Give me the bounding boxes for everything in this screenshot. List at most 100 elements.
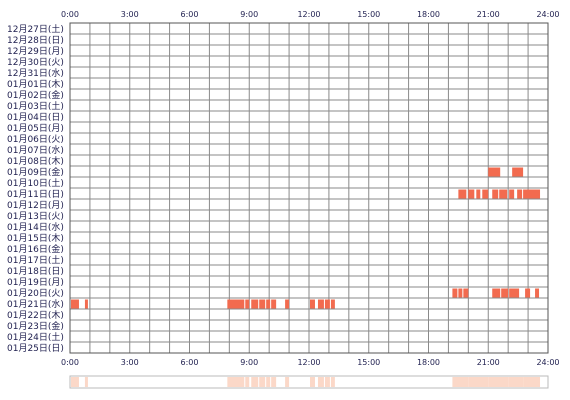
day-label: 01月11日(日) — [7, 189, 64, 200]
tick-label-top: 6:00 — [181, 10, 199, 19]
day-labels: 12月27日(土)12月28日(日)12月29日(月)12月30日(火)12月3… — [7, 23, 64, 354]
day-label: 01月02日(金) — [7, 89, 64, 101]
activity-bar — [492, 189, 499, 199]
day-label: 01月24日(土) — [7, 331, 64, 343]
day-label: 01月17日(土) — [7, 254, 64, 266]
activity-bar — [458, 288, 463, 298]
activity-bar — [245, 299, 250, 309]
summary-segment — [488, 377, 509, 387]
summary-segment — [251, 377, 259, 387]
summary-segment — [84, 377, 88, 387]
day-label: 01月03日(土) — [7, 100, 64, 112]
day-label: 01月12日(月) — [7, 200, 64, 211]
tick-label-top: 21:00 — [477, 10, 500, 19]
day-label: 12月29日(月) — [7, 46, 64, 57]
day-label: 01月20日(火) — [7, 288, 64, 299]
day-label: 01月06日(火) — [7, 134, 64, 145]
summary-strip — [69, 375, 549, 389]
summary-segment — [227, 377, 245, 387]
activity-bar — [501, 288, 509, 298]
activity-bar — [488, 167, 501, 177]
tick-label-bottom: 9:00 — [240, 358, 258, 367]
activity-bar — [251, 299, 259, 309]
activity-bar — [509, 288, 520, 298]
activity-bar — [330, 299, 335, 309]
tick-label-bottom: 24:00 — [536, 358, 559, 367]
day-label: 01月22日(木) — [7, 309, 64, 321]
day-label: 01月13日(火) — [7, 211, 64, 222]
tick-label-top: 12:00 — [297, 10, 320, 19]
activity-bar — [476, 189, 481, 199]
activity-bar — [499, 189, 508, 199]
summary-segment — [309, 377, 315, 387]
activity-bar — [227, 299, 245, 309]
summary-segment — [266, 377, 271, 387]
summary-strip-border — [69, 375, 549, 389]
summary-segment — [508, 377, 524, 387]
day-label: 01月15日(木) — [7, 232, 64, 244]
day-label: 01月23日(金) — [7, 320, 64, 332]
activity-bar — [452, 288, 458, 298]
summary-segment — [259, 377, 266, 387]
activity-bar — [512, 167, 524, 177]
tick-label-top: 24:00 — [536, 10, 559, 19]
activity-bar — [259, 299, 266, 309]
activity-bar — [535, 288, 540, 298]
day-label: 01月08日(木) — [7, 155, 64, 167]
summary-segment — [317, 377, 324, 387]
activity-bar — [468, 189, 475, 199]
activity-bar — [482, 189, 489, 199]
day-label: 01月04日(日) — [7, 112, 64, 123]
day-label: 01月25日(日) — [7, 343, 64, 354]
summary-segment — [452, 377, 469, 387]
summary-segment — [330, 377, 335, 387]
tick-label-top: 0:00 — [61, 10, 79, 19]
activity-bar — [285, 299, 290, 309]
activity-bar — [324, 299, 330, 309]
activity-bar — [517, 189, 523, 199]
tick-label-bottom: 12:00 — [297, 358, 320, 367]
summary-segment — [523, 377, 541, 387]
day-label: 01月05日(月) — [7, 123, 64, 134]
day-label: 01月14日(水) — [7, 221, 64, 233]
day-label: 12月31日(水) — [7, 67, 64, 79]
activity-bar — [458, 189, 467, 199]
tick-label-bottom: 6:00 — [181, 358, 199, 367]
tick-label-bottom: 3:00 — [121, 358, 139, 367]
activity-bar — [266, 299, 271, 309]
day-label: 12月27日(土) — [7, 23, 64, 35]
day-label: 01月01日(木) — [7, 78, 64, 90]
day-label: 01月19日(月) — [7, 277, 64, 288]
activity-bar — [309, 299, 315, 309]
day-label: 12月28日(日) — [7, 35, 64, 46]
activity-bar — [317, 299, 324, 309]
day-label: 01月09日(金) — [7, 166, 64, 178]
summary-segment — [70, 377, 79, 387]
top-hour-tick-labels: 0:00 3:00 6:00 9:00 12:00 15:00 18:00 21:00 24:0… — [61, 10, 560, 19]
tick-label-bottom: 21:00 — [477, 358, 500, 367]
day-label: 01月18日(日) — [7, 266, 64, 277]
tick-label-bottom: 0:00 — [61, 358, 79, 367]
day-label: 12月30日(火) — [7, 57, 64, 68]
activity-bar — [523, 189, 541, 199]
summary-segment — [245, 377, 250, 387]
tick-label-top: 15:00 — [357, 10, 380, 19]
tick-label-top: 18:00 — [417, 10, 440, 19]
bottom-hour-tick-labels: 0:00 3:00 6:00 9:00 12:00 15:00 18:00 21:00 24:0… — [61, 358, 560, 367]
activity-bars — [70, 167, 541, 309]
day-label: 01月07日(水) — [7, 144, 64, 156]
summary-segment — [285, 377, 290, 387]
activity-bar — [463, 288, 469, 298]
tick-label-top: 9:00 — [240, 10, 258, 19]
chart-border — [69, 22, 549, 354]
activity-bar — [84, 299, 88, 309]
tick-label-bottom: 15:00 — [357, 358, 380, 367]
tick-label-bottom: 18:00 — [417, 358, 440, 367]
day-label: 01月10日(土) — [7, 177, 64, 189]
activity-bar — [509, 189, 515, 199]
summary-segment — [324, 377, 330, 387]
chart-grid — [69, 22, 549, 354]
summary-segment — [271, 377, 277, 387]
activity-bar — [271, 299, 277, 309]
activity-bar — [492, 288, 501, 298]
